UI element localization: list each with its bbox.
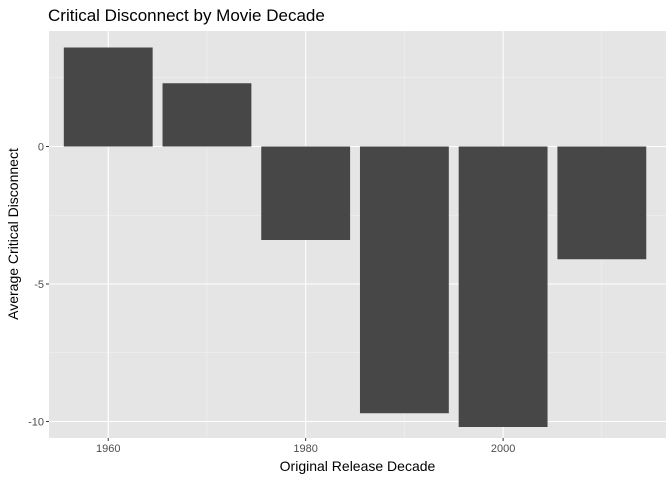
bar	[162, 83, 252, 147]
bars	[63, 47, 647, 427]
x-tick-label: 2000	[491, 443, 515, 455]
bar	[359, 146, 449, 414]
x-axis: 1960 1980 2000	[96, 438, 515, 455]
x-tick-label: 1960	[96, 443, 120, 455]
y-axis: 0 -5 -10	[28, 142, 49, 429]
bar	[458, 146, 548, 427]
bar	[63, 47, 153, 147]
y-tick-label: -10	[28, 417, 44, 429]
x-axis-title: Original Release Decade	[280, 458, 436, 474]
bar	[261, 146, 351, 240]
chart-title: Critical Disconnect by Movie Decade	[48, 6, 325, 25]
y-tick-label: -5	[34, 279, 44, 291]
bar	[557, 146, 647, 260]
x-tick-label: 1980	[293, 443, 317, 455]
y-tick-label: 0	[38, 142, 44, 154]
y-axis-title: Average Critical Disconnect	[5, 148, 21, 320]
